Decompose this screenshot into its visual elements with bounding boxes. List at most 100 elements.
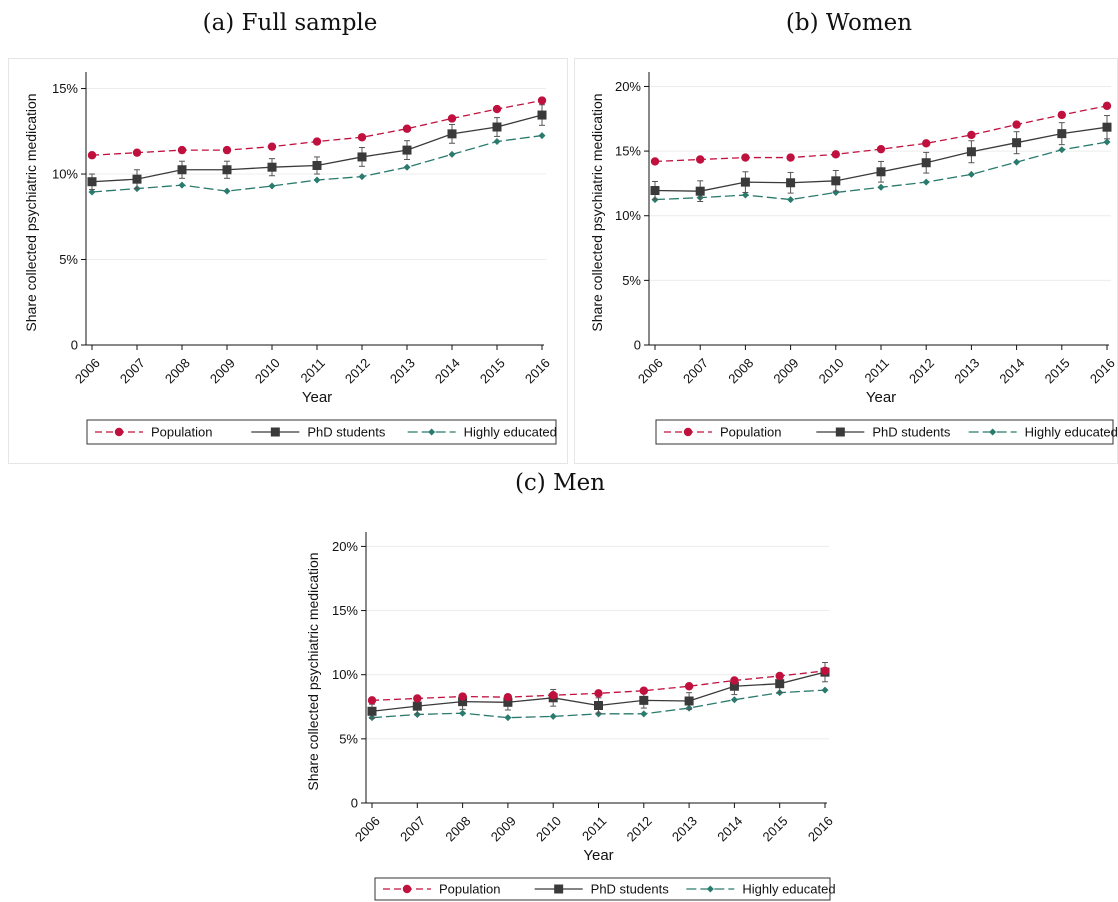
legend-marker-men-0 xyxy=(402,884,412,894)
point-full-0-2008 xyxy=(177,145,187,155)
point-full-2-2012 xyxy=(358,173,366,181)
legend-marker-full-1 xyxy=(270,427,280,437)
y-axis-label-women: Share collected psychiatric medication xyxy=(589,93,605,331)
point-women-1-2012 xyxy=(921,158,931,168)
point-men-0-2006 xyxy=(367,696,377,705)
x-tick-label-women-2008: 2008 xyxy=(725,355,756,386)
point-full-0-2006 xyxy=(87,151,97,160)
x-tick-label-men-2016: 2016 xyxy=(805,813,836,844)
point-women-1-2010 xyxy=(831,176,841,186)
x-tick-label-men-2006: 2006 xyxy=(352,813,383,844)
point-men-1-2009 xyxy=(503,697,513,707)
x-tick-label-full-2013: 2013 xyxy=(387,355,418,386)
panel-title-men: (c) Men xyxy=(514,470,606,496)
legend-marker-women-0 xyxy=(683,427,693,437)
point-full-1-2015 xyxy=(492,122,502,132)
point-full-2-2015 xyxy=(493,138,501,146)
x-tick-label-women-2013: 2013 xyxy=(951,355,982,386)
point-women-1-2009 xyxy=(786,178,796,188)
x-tick-label-men-2013: 2013 xyxy=(669,813,700,844)
point-women-1-2015 xyxy=(1057,129,1067,139)
point-men-1-2007 xyxy=(412,701,422,711)
point-women-1-2007 xyxy=(695,186,705,196)
legend-label-full-2: Highly educated xyxy=(464,425,557,440)
x-axis-label-women: Year xyxy=(866,389,896,406)
x-tick-label-women-2014: 2014 xyxy=(996,355,1027,386)
point-men-1-2011 xyxy=(594,700,603,710)
y-tick-label-men-20: 20% xyxy=(332,539,358,554)
legend-label-women-1: PhD students xyxy=(872,425,951,440)
legend-box-women xyxy=(655,419,1114,445)
x-tick-label-full-2015: 2015 xyxy=(477,355,508,386)
y-axis-label-full: Share collected psychiatric medication xyxy=(23,93,39,331)
x-tick-label-full-2011: 2011 xyxy=(298,355,328,385)
x-tick-label-men-2009: 2009 xyxy=(488,813,519,844)
point-full-0-2007 xyxy=(132,148,142,157)
point-men-2-2012 xyxy=(640,710,648,718)
point-full-1-2013 xyxy=(402,145,412,155)
y-tick-label-men-15: 15% xyxy=(332,603,358,618)
point-full-2-2009 xyxy=(223,187,231,195)
legend-marker-men-1 xyxy=(554,884,564,894)
point-men-2-2009 xyxy=(504,714,512,722)
x-tick-label-men-2007: 2007 xyxy=(397,813,428,844)
point-men-0-2011 xyxy=(594,689,603,698)
point-men-0-2014 xyxy=(730,676,739,685)
point-full-2-2014 xyxy=(448,150,456,158)
panel-title-women: (b) Women xyxy=(785,10,913,36)
point-men-0-2013 xyxy=(684,682,694,691)
legend-label-men-1: PhD students xyxy=(591,882,670,897)
x-tick-label-women-2006: 2006 xyxy=(635,355,666,386)
point-women-2-2014 xyxy=(1013,158,1021,166)
legend-label-full-0: Population xyxy=(151,425,212,440)
point-full-0-2014 xyxy=(447,114,457,123)
x-tick-label-full-2010: 2010 xyxy=(252,355,283,386)
point-full-2-2008 xyxy=(178,181,186,189)
point-men-1-2014 xyxy=(729,681,739,691)
y-axis-label-men: Share collected psychiatric medication xyxy=(305,552,321,790)
point-women-2-2016 xyxy=(1103,138,1111,146)
point-men-2-2011 xyxy=(595,710,602,718)
point-full-2-2006 xyxy=(88,188,96,196)
x-tick-label-men-2014: 2014 xyxy=(714,813,745,844)
point-full-0-2012 xyxy=(357,133,367,142)
point-women-0-2007 xyxy=(696,155,705,164)
point-full-2-2011 xyxy=(313,176,321,184)
y-tick-label-men-0: 0 xyxy=(351,796,358,811)
y-tick-label-full-15: 15% xyxy=(52,81,78,96)
point-men-2-2010 xyxy=(549,712,557,720)
legend-marker-men-2 xyxy=(706,885,714,893)
point-full-0-2011 xyxy=(312,137,322,146)
legend-box-men xyxy=(374,877,831,901)
y-tick-label-full-10: 10% xyxy=(52,167,78,182)
series-line-full-0 xyxy=(91,99,543,156)
point-men-1-2012 xyxy=(639,695,649,705)
x-tick-label-men-2008: 2008 xyxy=(442,813,473,844)
point-men-1-2006 xyxy=(367,706,377,716)
x-tick-label-women-2016: 2016 xyxy=(1087,355,1118,386)
legend-label-men-2: Highly educated xyxy=(742,882,835,897)
x-tick-label-full-2014: 2014 xyxy=(432,355,463,386)
x-tick-label-women-2007: 2007 xyxy=(680,355,711,386)
point-women-0-2013 xyxy=(967,130,976,140)
point-women-0-2009 xyxy=(786,153,795,162)
x-axis-label-men: Year xyxy=(583,847,613,864)
point-women-0-2014 xyxy=(1012,120,1021,129)
point-women-0-2016 xyxy=(1102,101,1112,111)
point-men-0-2012 xyxy=(639,686,648,695)
point-men-0-2015 xyxy=(775,671,784,681)
point-men-1-2015 xyxy=(775,679,785,689)
x-axis-label-full: Year xyxy=(302,389,332,406)
y-tick-label-full-0: 0 xyxy=(71,338,78,353)
point-full-2-2013 xyxy=(403,163,411,171)
point-full-0-2016 xyxy=(537,96,547,105)
legend-label-full-1: PhD students xyxy=(307,425,386,440)
point-men-1-2008 xyxy=(458,697,468,707)
y-tick-label-women-0: 0 xyxy=(634,338,641,353)
point-men-2-2007 xyxy=(413,710,421,718)
point-full-1-2009 xyxy=(222,165,232,175)
y-tick-label-women-15: 15% xyxy=(615,144,641,159)
point-women-1-2008 xyxy=(740,177,750,187)
x-tick-label-men-2011: 2011 xyxy=(579,813,609,843)
